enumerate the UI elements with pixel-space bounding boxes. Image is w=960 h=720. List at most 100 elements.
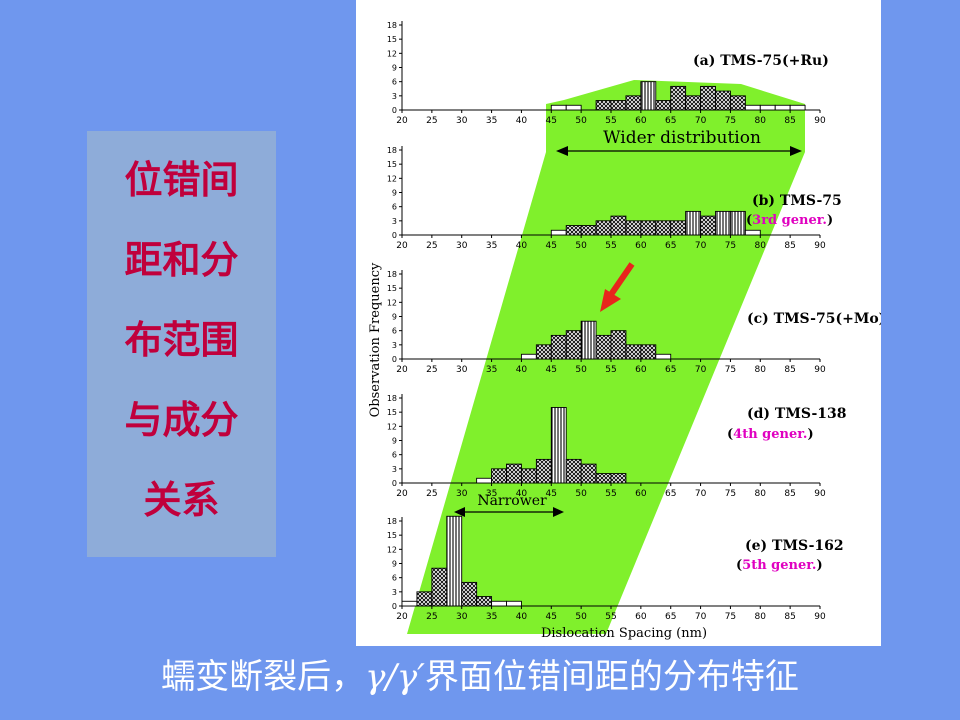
histogram-bar xyxy=(550,406,567,484)
x-tick-label: 35 xyxy=(486,365,497,375)
x-tick-label: 70 xyxy=(695,241,707,251)
x-tick-label: 20 xyxy=(396,365,408,375)
x-tick-label: 60 xyxy=(635,489,647,499)
x-tick-label: 30 xyxy=(456,116,468,126)
y-tick-label: 15 xyxy=(387,35,397,44)
narrower-arrow-right-head xyxy=(553,507,564,517)
histogram-bar xyxy=(506,600,522,607)
histogram-bar xyxy=(580,320,597,360)
y-tick-label: 15 xyxy=(387,160,397,169)
x-tick-label: 55 xyxy=(605,116,616,126)
y-tick-label: 6 xyxy=(392,327,397,336)
x-tick-label: 75 xyxy=(725,241,736,251)
x-tick-label: 45 xyxy=(546,489,557,499)
x-tick-label: 65 xyxy=(665,116,676,126)
sidebar-title-box: 位错间 距和分 布范围 与成分 关系 xyxy=(87,131,276,557)
x-tick-label: 25 xyxy=(426,241,437,251)
histogram-bar xyxy=(759,104,776,111)
histogram-bar xyxy=(401,600,418,607)
panel-sublabel-d: (4th gener.) xyxy=(727,427,814,442)
x-tick-label: 40 xyxy=(516,365,528,375)
y-tick-label: 6 xyxy=(392,451,397,460)
histogram-bar xyxy=(655,100,672,111)
x-tick-label: 60 xyxy=(635,241,647,251)
y-tick-label: 3 xyxy=(392,465,397,474)
histogram-bar xyxy=(520,353,537,360)
y-tick-label: 9 xyxy=(392,437,397,446)
histogram-bar xyxy=(655,220,672,236)
y-tick-label: 15 xyxy=(387,408,397,417)
histogram-bar xyxy=(565,330,582,360)
histogram-bar xyxy=(610,473,627,484)
caption-symbol: γ/γ′ xyxy=(365,657,425,697)
x-tick-label: 30 xyxy=(456,612,468,622)
histogram-bar xyxy=(715,210,731,236)
histogram-bar xyxy=(610,330,627,360)
trend-arrow xyxy=(600,262,635,312)
x-tick-label: 50 xyxy=(575,116,587,126)
histogram-bar xyxy=(640,220,657,236)
panel-sublabel-e: (5th gener.) xyxy=(736,558,823,573)
panel-e: 0 3 6 9 12 15 18 20 25 30 35 40 45 50 55 60 65 70 75 80 85 90… xyxy=(387,515,844,622)
x-tick-label: 40 xyxy=(516,489,528,499)
y-tick-label: 6 xyxy=(392,78,397,87)
caption-prefix: 蠕变断裂后， xyxy=(161,657,366,697)
x-tick-label: 70 xyxy=(695,489,707,499)
sidebar-title-line-3: 布范围 xyxy=(124,318,239,362)
x-tick-label: 30 xyxy=(456,365,468,375)
wider-arrow-right-head xyxy=(790,146,802,156)
y-tick-label: 3 xyxy=(392,588,397,597)
x-tick-label: 90 xyxy=(814,365,826,375)
x-tick-label: 50 xyxy=(575,489,587,499)
histogram-bar xyxy=(610,100,627,111)
y-tick-label: 9 xyxy=(392,560,397,569)
y-axis-label: Observation Frequency xyxy=(368,262,383,417)
histogram-bar xyxy=(744,104,761,111)
x-tick-label: 25 xyxy=(426,116,437,126)
histogram-bar xyxy=(550,229,567,236)
x-tick-label: 75 xyxy=(725,612,736,622)
x-tick-label: 35 xyxy=(486,116,497,126)
y-tick-label: 0 xyxy=(392,602,397,611)
histogram-bar xyxy=(700,85,716,111)
x-tick-label: 20 xyxy=(396,241,408,251)
x-tick-label: 90 xyxy=(814,116,826,126)
x-tick-label: 80 xyxy=(755,365,767,375)
histogram-bar xyxy=(729,95,746,111)
histogram-bar xyxy=(461,581,478,607)
x-tick-label: 50 xyxy=(575,365,587,375)
y-tick-label: 15 xyxy=(387,531,397,540)
y-tick-label: 9 xyxy=(392,313,397,322)
narrower-arrow-left-head xyxy=(454,507,465,517)
histogram-bar xyxy=(535,458,552,484)
x-tick-label: 40 xyxy=(516,612,528,622)
x-tick-label: 50 xyxy=(575,241,587,251)
histogram-bar xyxy=(670,85,687,111)
caption-suffix: 界面位错间距的分布特征 xyxy=(424,657,799,697)
x-tick-label: 85 xyxy=(784,489,795,499)
x-tick-label: 45 xyxy=(546,241,557,251)
x-tick-label: 55 xyxy=(605,489,616,499)
y-tick-label: 12 xyxy=(387,49,397,58)
x-tick-label: 45 xyxy=(546,612,557,622)
x-tick-label: 70 xyxy=(695,365,707,375)
x-tick-label: 60 xyxy=(635,612,647,622)
histogram-bar xyxy=(700,215,716,236)
panel-label-e: (e) TMS-162 xyxy=(745,538,844,554)
x-tick-label: 55 xyxy=(605,612,616,622)
x-tick-label: 65 xyxy=(665,241,676,251)
y-tick-label: 12 xyxy=(387,422,397,431)
histogram-bar xyxy=(491,600,507,607)
histogram-bar xyxy=(640,344,657,360)
panel-sublabel-b: (3rd gener.) xyxy=(746,213,833,228)
x-tick-label: 60 xyxy=(635,365,647,375)
x-tick-label: 25 xyxy=(426,612,437,622)
x-tick-label: 20 xyxy=(396,489,408,499)
histogram-bar xyxy=(431,567,448,607)
y-tick-label: 6 xyxy=(392,203,397,212)
panel-d: 0 3 6 9 12 15 18 20 25 30 35 40 45 50 55 60 65 70 75 80 85 90… xyxy=(387,394,846,499)
histogram-bar xyxy=(565,458,582,484)
chart-panel: 0 3 6 9 12 15 18 20 25 30 35 40 45 50 55 60 65 70 75 80 85 90… xyxy=(356,0,881,646)
caption: 蠕变断裂后，γ/γ′界面位错间距的分布特征 xyxy=(0,652,960,712)
